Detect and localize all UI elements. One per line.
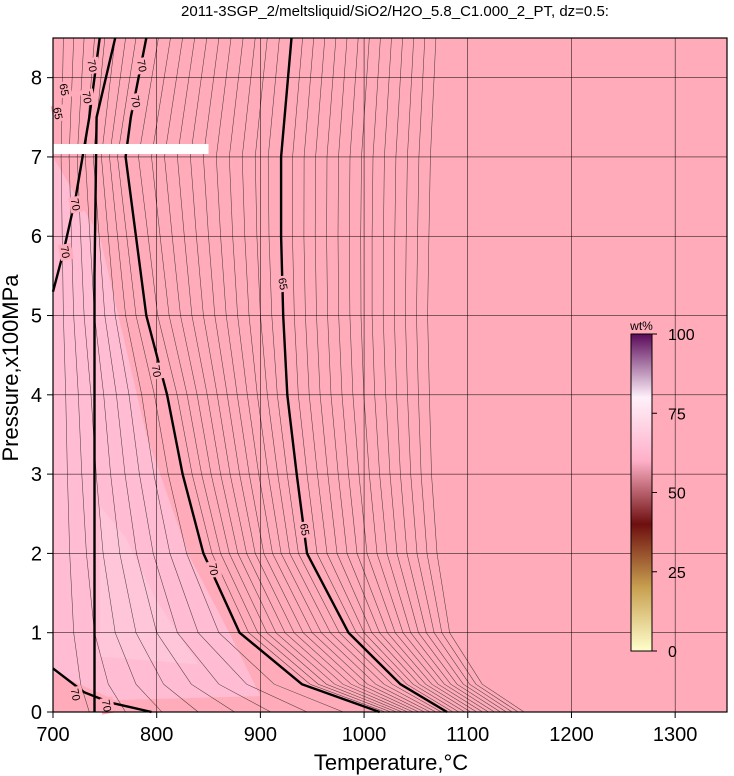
x-tick-label: 800 <box>140 724 173 746</box>
fine-contour <box>337 37 477 713</box>
colorbar-gradient <box>630 333 653 652</box>
contour-label-text: 70 <box>99 699 113 713</box>
fine-contour <box>371 37 495 713</box>
contour-label: 70 <box>134 56 151 75</box>
y-axis-title: Pressure,x100MPa <box>0 274 23 462</box>
y-tick-label: 6 <box>31 226 42 248</box>
annotation-bar <box>53 144 209 155</box>
fine-contour <box>190 37 408 713</box>
contour-line-65 <box>279 37 448 714</box>
fine-contour <box>360 37 489 713</box>
fine-contour <box>416 37 519 713</box>
contour-label-text: 70 <box>134 59 148 73</box>
contour-label-text: 65 <box>56 83 70 97</box>
contour-label: 70 <box>206 560 223 579</box>
fine-contour <box>85 37 199 713</box>
y-tick-label: 0 <box>31 702 42 724</box>
colorbar-unit: wt% <box>629 319 653 333</box>
fine-contour <box>101 37 271 713</box>
y-tick-label: 1 <box>31 623 42 645</box>
contour-label-text: 70 <box>128 95 142 109</box>
fine-contour-lines <box>53 37 525 713</box>
contour-label: 65 <box>297 520 314 539</box>
fine-contour <box>151 37 391 713</box>
plot-area: 70 70 65 70 65 70 70 70 65 70 65 70 70 70 <box>50 37 728 715</box>
contour-labels: 70 70 65 70 65 70 70 70 65 70 65 70 70 70 <box>50 56 314 715</box>
fine-contour <box>60 37 90 713</box>
contour-label: 65 <box>275 274 292 293</box>
fine-contour <box>382 37 501 713</box>
fine-contour <box>109 37 308 713</box>
x-tick-label: 1000 <box>342 724 387 746</box>
contour-line-70 <box>52 667 152 714</box>
contour-label-text: 70 <box>84 59 98 73</box>
contour-label: 65 <box>50 104 67 123</box>
colorbar-tick-label: 50 <box>668 486 686 503</box>
colorbar-ticks: 0 25 50 75 100 <box>652 327 695 661</box>
contour-line-70 <box>93 37 117 712</box>
contour-label-text: 70 <box>68 688 82 702</box>
contour-label: 70 <box>84 56 101 75</box>
contour-label-text: 70 <box>149 364 163 378</box>
fine-contour <box>68 37 126 713</box>
contour-label: 65 <box>56 80 73 99</box>
contour-label: 70 <box>99 696 116 715</box>
colorbar-tick-label: 0 <box>668 644 677 661</box>
x-tick-label: 1300 <box>653 724 698 746</box>
x-axis-ticks: 700 800 900 1000 1100 1200 1300 <box>36 712 697 746</box>
fine-contour <box>394 37 507 713</box>
contour-label-text: 70 <box>79 91 93 105</box>
y-tick-label: 2 <box>31 543 42 565</box>
y-tick-label: 7 <box>31 147 42 169</box>
contour-label: 70 <box>79 88 96 107</box>
contour-line-70 <box>124 37 381 714</box>
fine-contour <box>314 37 465 713</box>
y-tick-label: 5 <box>31 306 42 328</box>
x-tick-label: 900 <box>244 724 277 746</box>
chart-title: 2011-3SGP_2/meltsliquid/SiO2/H2O_5.8_C1.… <box>181 3 609 20</box>
fine-contour <box>138 37 386 713</box>
contour-label: 70 <box>149 361 165 380</box>
contour-label: 70 <box>68 685 85 704</box>
fine-contour <box>427 37 525 713</box>
fine-contour <box>216 37 420 713</box>
contour-label-text: 70 <box>206 562 220 576</box>
highest-value-region <box>99 505 199 665</box>
y-tick-label: 8 <box>31 68 42 90</box>
x-tick-label: 700 <box>36 724 69 746</box>
contour-label: 70 <box>68 195 85 214</box>
contour-label: 70 <box>128 92 145 111</box>
contour-label-text: 70 <box>57 245 71 259</box>
fine-contour <box>229 37 425 713</box>
fine-contour <box>177 37 403 713</box>
colorbar: wt% 0 25 50 75 100 <box>629 319 695 661</box>
fine-contour <box>267 37 442 713</box>
plot-frame <box>52 37 728 713</box>
y-axis-ticks: 0 1 2 3 4 5 6 7 8 <box>31 68 53 724</box>
x-tick-label: 1200 <box>549 724 594 746</box>
fine-contour <box>117 37 344 713</box>
x-tick-label: 1100 <box>446 724 489 746</box>
fine-contour <box>292 37 454 713</box>
fine-contour <box>203 37 414 713</box>
fine-contour <box>241 37 431 713</box>
fine-contour <box>405 37 513 713</box>
contour-label-text: 70 <box>68 198 82 212</box>
contour-label-text: 65 <box>297 523 311 537</box>
colorbar-tick-label: 75 <box>668 406 686 423</box>
fine-contour <box>303 37 460 713</box>
fine-contour <box>164 37 397 713</box>
contour-label-text: 65 <box>50 106 64 120</box>
fine-contour <box>326 37 471 713</box>
y-tick-label: 4 <box>31 385 42 407</box>
fine-contour <box>254 37 436 713</box>
fine-contour <box>349 37 483 713</box>
contour-label: 70 <box>57 243 74 262</box>
colorbar-tick-label: 25 <box>668 565 686 582</box>
contour-label-text: 65 <box>275 277 289 291</box>
x-axis-title: Temperature,°C <box>314 750 468 775</box>
colorbar-tick-label: 100 <box>668 327 695 344</box>
y-tick-label: 3 <box>31 464 42 486</box>
